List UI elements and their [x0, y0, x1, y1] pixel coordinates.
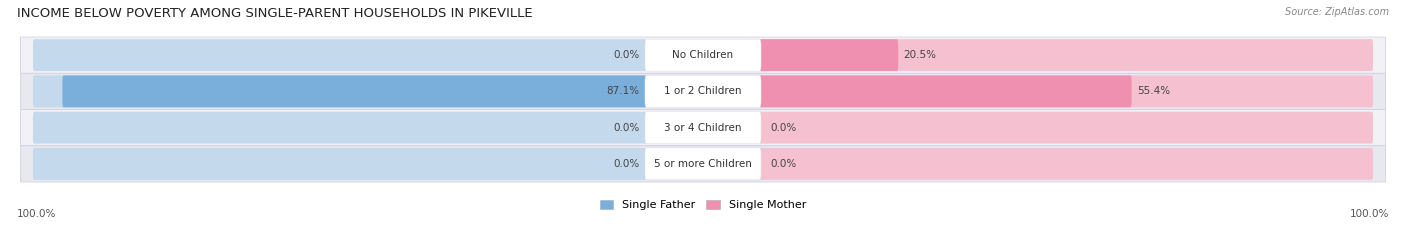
FancyBboxPatch shape — [62, 75, 647, 107]
Text: 0.0%: 0.0% — [613, 159, 640, 169]
Text: 87.1%: 87.1% — [606, 86, 640, 96]
FancyBboxPatch shape — [645, 112, 761, 144]
FancyBboxPatch shape — [645, 148, 761, 180]
Text: 100.0%: 100.0% — [17, 209, 56, 219]
Legend: Single Father, Single Mother: Single Father, Single Mother — [596, 195, 810, 215]
FancyBboxPatch shape — [32, 112, 647, 144]
Text: 3 or 4 Children: 3 or 4 Children — [664, 123, 742, 133]
FancyBboxPatch shape — [32, 148, 647, 180]
FancyBboxPatch shape — [21, 146, 1385, 182]
Text: 0.0%: 0.0% — [770, 159, 796, 169]
Text: 100.0%: 100.0% — [1350, 209, 1389, 219]
FancyBboxPatch shape — [645, 39, 761, 71]
FancyBboxPatch shape — [759, 75, 1132, 107]
Text: 1 or 2 Children: 1 or 2 Children — [664, 86, 742, 96]
FancyBboxPatch shape — [759, 39, 898, 71]
FancyBboxPatch shape — [759, 75, 1374, 107]
FancyBboxPatch shape — [21, 37, 1385, 73]
FancyBboxPatch shape — [32, 39, 647, 71]
Text: 0.0%: 0.0% — [613, 50, 640, 60]
FancyBboxPatch shape — [759, 39, 1374, 71]
Text: No Children: No Children — [672, 50, 734, 60]
FancyBboxPatch shape — [32, 75, 647, 107]
FancyBboxPatch shape — [645, 75, 761, 107]
Text: Source: ZipAtlas.com: Source: ZipAtlas.com — [1285, 7, 1389, 17]
FancyBboxPatch shape — [21, 110, 1385, 146]
Text: 0.0%: 0.0% — [613, 123, 640, 133]
Text: INCOME BELOW POVERTY AMONG SINGLE-PARENT HOUSEHOLDS IN PIKEVILLE: INCOME BELOW POVERTY AMONG SINGLE-PARENT… — [17, 7, 533, 20]
FancyBboxPatch shape — [759, 148, 1374, 180]
Text: 5 or more Children: 5 or more Children — [654, 159, 752, 169]
FancyBboxPatch shape — [21, 73, 1385, 110]
Text: 0.0%: 0.0% — [770, 123, 796, 133]
FancyBboxPatch shape — [759, 112, 1374, 144]
Text: 20.5%: 20.5% — [904, 50, 936, 60]
Text: 55.4%: 55.4% — [1137, 86, 1170, 96]
